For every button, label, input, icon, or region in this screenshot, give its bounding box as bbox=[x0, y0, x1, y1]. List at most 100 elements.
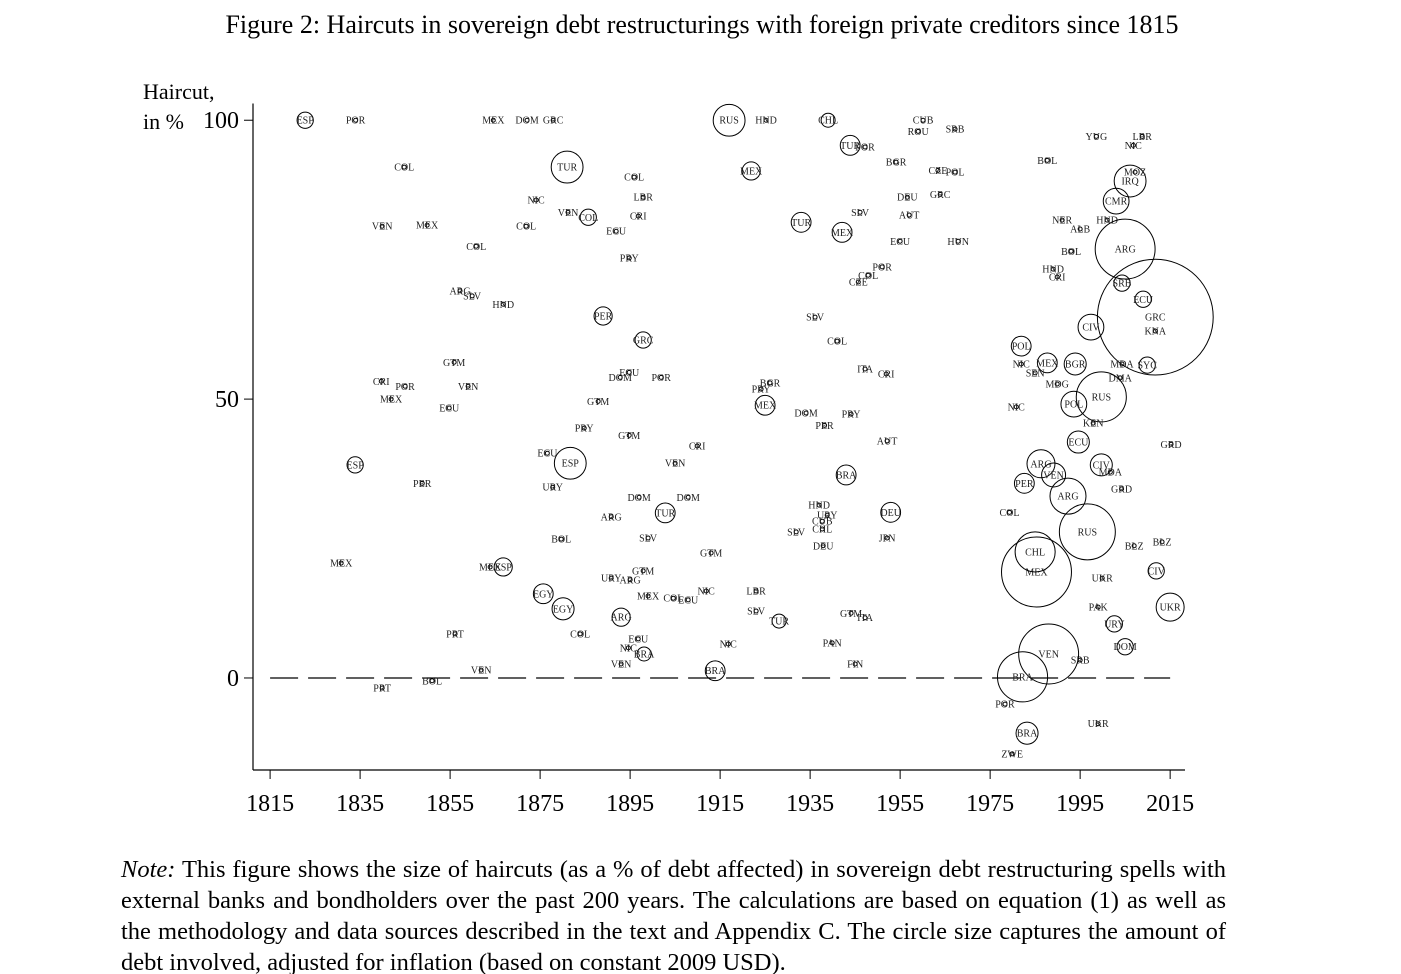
bubble bbox=[708, 550, 714, 556]
point-label: BOL bbox=[1037, 156, 1057, 167]
point-label: SRB bbox=[1071, 656, 1090, 667]
bubble bbox=[626, 369, 632, 375]
bubble bbox=[1009, 751, 1015, 757]
point-label: LBR bbox=[633, 193, 653, 204]
bubble bbox=[824, 512, 830, 518]
point-label: BOL bbox=[1061, 247, 1081, 258]
point-label: HND bbox=[755, 116, 777, 127]
bubble bbox=[550, 150, 584, 184]
bubble bbox=[451, 359, 457, 365]
bubble bbox=[952, 169, 958, 175]
bubble bbox=[1095, 721, 1101, 727]
point-label: RUS bbox=[1092, 392, 1111, 403]
point-label: ECU bbox=[537, 449, 558, 460]
bubble bbox=[1147, 562, 1165, 580]
point-label: DOM bbox=[627, 493, 650, 504]
bubble bbox=[473, 243, 479, 249]
point-label: ARG bbox=[449, 286, 470, 297]
point-label: PER bbox=[594, 311, 613, 322]
bubble bbox=[1054, 381, 1060, 387]
point-label: ARG bbox=[620, 575, 641, 586]
point-label: GRC bbox=[633, 335, 654, 346]
bubble bbox=[862, 366, 868, 372]
point-label: CMR bbox=[1105, 197, 1128, 208]
point-label: ECU bbox=[1133, 295, 1154, 306]
x-tick-label: 1835 bbox=[336, 791, 384, 817]
bubble bbox=[1105, 615, 1123, 633]
bubble bbox=[1094, 218, 1156, 280]
point-label: SLV bbox=[851, 208, 870, 219]
point-label: COL bbox=[570, 629, 590, 640]
point-label: HND bbox=[492, 300, 514, 311]
bubble bbox=[1119, 361, 1125, 367]
bubble bbox=[1044, 157, 1050, 163]
bubble bbox=[741, 161, 761, 181]
bubble bbox=[626, 432, 632, 438]
bubble bbox=[613, 228, 619, 234]
bubble bbox=[636, 494, 642, 500]
x-tick-label: 1815 bbox=[246, 791, 294, 817]
bubble bbox=[852, 661, 858, 667]
point-label: COL bbox=[578, 213, 598, 224]
bubble bbox=[558, 536, 564, 542]
point-label: VEN bbox=[372, 222, 393, 233]
point-label: MEX bbox=[482, 116, 505, 127]
point-label: AUT bbox=[899, 211, 920, 222]
point-label: GRC bbox=[1145, 313, 1166, 324]
bubble bbox=[1060, 390, 1088, 418]
bubble bbox=[816, 502, 822, 508]
bubble bbox=[1077, 226, 1083, 232]
point-label: EGY bbox=[533, 589, 554, 600]
bubble bbox=[1050, 266, 1056, 272]
bubble bbox=[712, 103, 746, 137]
point-label: PRY bbox=[620, 253, 639, 264]
bubble bbox=[1159, 539, 1165, 545]
bubble bbox=[822, 422, 828, 428]
point-label: ESP bbox=[297, 116, 315, 127]
point-label: NER bbox=[1052, 216, 1072, 227]
point-label: ALB bbox=[1070, 224, 1090, 235]
bubble bbox=[793, 529, 799, 535]
point-label: AUT bbox=[877, 436, 898, 447]
bubble bbox=[429, 678, 435, 684]
bubble bbox=[579, 208, 597, 226]
bubble bbox=[1132, 169, 1138, 175]
bubble bbox=[904, 194, 910, 200]
point-label: ECU bbox=[628, 634, 649, 645]
bubble bbox=[1139, 133, 1145, 139]
point-label: DEU bbox=[880, 508, 901, 519]
point-label: BRA bbox=[705, 666, 726, 677]
bubble bbox=[883, 371, 889, 377]
bubble bbox=[879, 264, 885, 270]
bubble bbox=[848, 610, 854, 616]
bubble bbox=[379, 685, 385, 691]
point-label: HND bbox=[1042, 265, 1064, 276]
point-label: SRB bbox=[946, 125, 965, 136]
point-label: PRT bbox=[373, 684, 391, 695]
bubble bbox=[672, 460, 678, 466]
point-label: BGR bbox=[1065, 359, 1086, 370]
bubble bbox=[685, 597, 691, 603]
bubble bbox=[1093, 133, 1099, 139]
x-tick-label: 1975 bbox=[966, 791, 1014, 817]
point-label: SLV bbox=[806, 313, 825, 324]
bubble bbox=[952, 126, 958, 132]
bubble bbox=[1089, 453, 1113, 477]
point-label: UKR bbox=[1160, 603, 1181, 614]
point-label: BRA bbox=[634, 649, 655, 660]
point-label: MEX bbox=[1025, 568, 1048, 579]
point-label: HND bbox=[808, 501, 830, 512]
bubble bbox=[635, 636, 641, 642]
point-label: DEU bbox=[813, 541, 834, 552]
point-label: VEN bbox=[1038, 649, 1059, 660]
bubble bbox=[1032, 370, 1038, 376]
bubble bbox=[532, 583, 554, 605]
point-label: MEX bbox=[740, 166, 763, 177]
bubble bbox=[553, 446, 587, 480]
bubble bbox=[478, 667, 484, 673]
bubble bbox=[1077, 313, 1105, 341]
bubble bbox=[893, 159, 899, 165]
point-label: ECU bbox=[439, 404, 460, 415]
bubble bbox=[611, 607, 631, 627]
bubble bbox=[533, 197, 539, 203]
